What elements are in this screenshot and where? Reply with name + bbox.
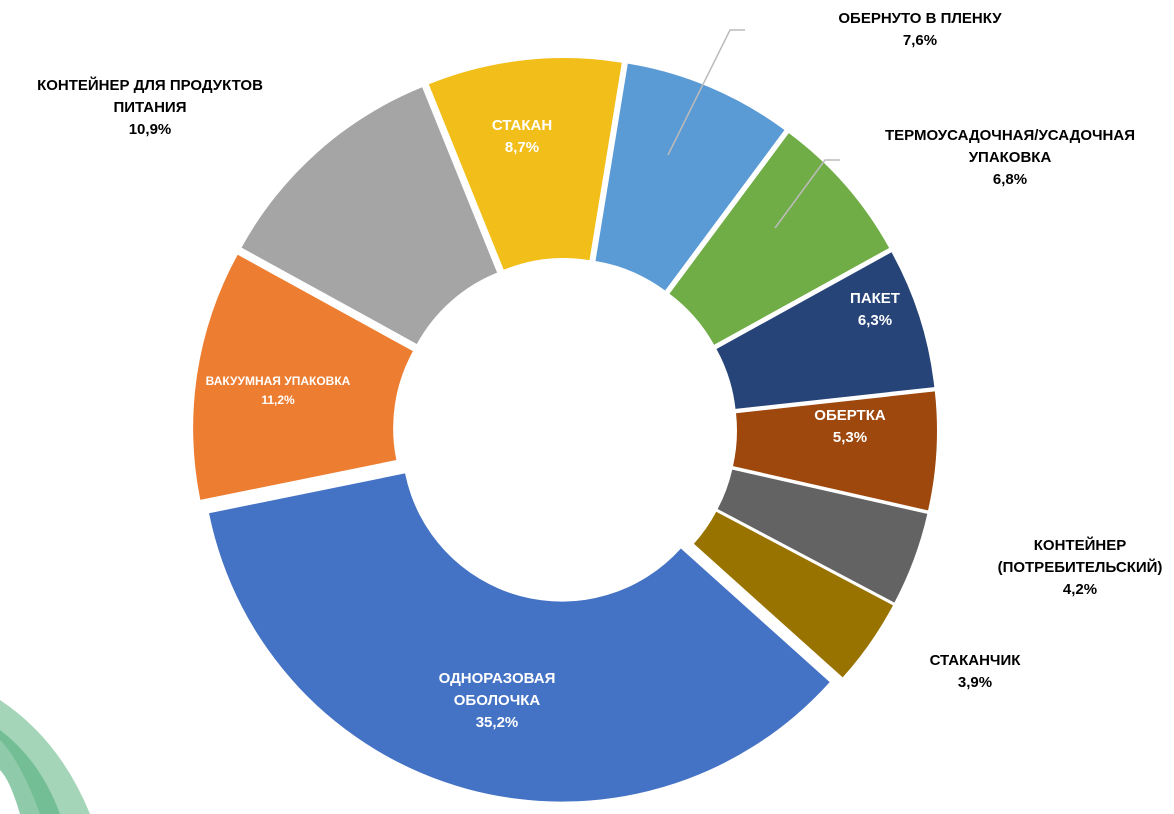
value-label: 6,3% <box>857 312 893 329</box>
category-label: ОБЕРНУТО В ПЛЕНКУ <box>838 10 1002 27</box>
segment <box>717 469 928 603</box>
segment <box>193 254 413 500</box>
category-label: СТАКАН <box>491 117 553 134</box>
category-label: КОНТЕЙНЕР ДЛЯ ПРОДУКТОВ ПИТАНИЯ <box>37 77 263 116</box>
segment <box>733 391 937 511</box>
leader-line <box>774 159 840 229</box>
segment <box>693 511 893 678</box>
data-label: СТАКАНЧИК 3,9% <box>900 650 1050 694</box>
segment <box>669 133 890 345</box>
value-label: 10,9% <box>128 121 172 138</box>
segments <box>193 58 937 802</box>
decor-arc <box>0 730 60 814</box>
segment <box>209 473 830 802</box>
data-label: ОБЕРТКА 5,3% <box>785 405 915 449</box>
segment <box>428 58 622 270</box>
value-label: 6,8% <box>992 171 1028 188</box>
category-label: ОБЕРТКА <box>814 407 886 424</box>
category-label: ПАКЕТ <box>850 290 900 307</box>
segment <box>595 63 785 291</box>
value-label: 11,2% <box>261 393 295 407</box>
data-label: КОНТЕЙНЕР (ПОТРЕБИТЕЛЬСКИЙ) 4,2% <box>980 535 1174 601</box>
category-label: ТЕРМОУСАДОЧНАЯ/УСАДОЧНАЯ УПАКОВКА <box>885 127 1135 166</box>
category-label: СТАКАНЧИК <box>929 652 1021 669</box>
value-label: 5,3% <box>832 429 868 446</box>
value-label: 4,2% <box>1062 581 1098 598</box>
data-label: ТЕРМОУСАДОЧНАЯ/УСАДОЧНАЯ УПАКОВКА 6,8% <box>845 125 1174 191</box>
value-label: 7,6% <box>902 32 938 49</box>
segment <box>241 87 498 344</box>
value-label: 3,9% <box>957 674 993 691</box>
category-label: КОНТЕЙНЕР (ПОТРЕБИТЕЛЬСКИЙ) <box>997 537 1163 576</box>
value-label: 8,7% <box>504 139 540 156</box>
data-label: ОБЕРНУТО В ПЛЕНКУ 7,6% <box>790 8 1050 52</box>
data-label: КОНТЕЙНЕР ДЛЯ ПРОДУКТОВ ПИТАНИЯ 10,9% <box>0 75 300 141</box>
value-label: 35,2% <box>475 714 519 731</box>
data-label: СТАКАН 8,7% <box>452 115 592 159</box>
leader-line <box>667 29 745 156</box>
category-label: ВАКУУМНАЯ УПАКОВКА <box>205 374 351 388</box>
segment <box>716 252 935 409</box>
data-label: ПАКЕТ 6,3% <box>815 288 935 332</box>
decor-arc <box>0 700 90 814</box>
category-label: ОДНОРАЗОВАЯ ОБОЛОЧКА <box>438 670 556 709</box>
data-label: ВАКУУМНАЯ УПАКОВКА 11,2% <box>178 372 378 410</box>
data-label: ОДНОРАЗОВАЯ ОБОЛОЧКА 35,2% <box>407 668 587 734</box>
